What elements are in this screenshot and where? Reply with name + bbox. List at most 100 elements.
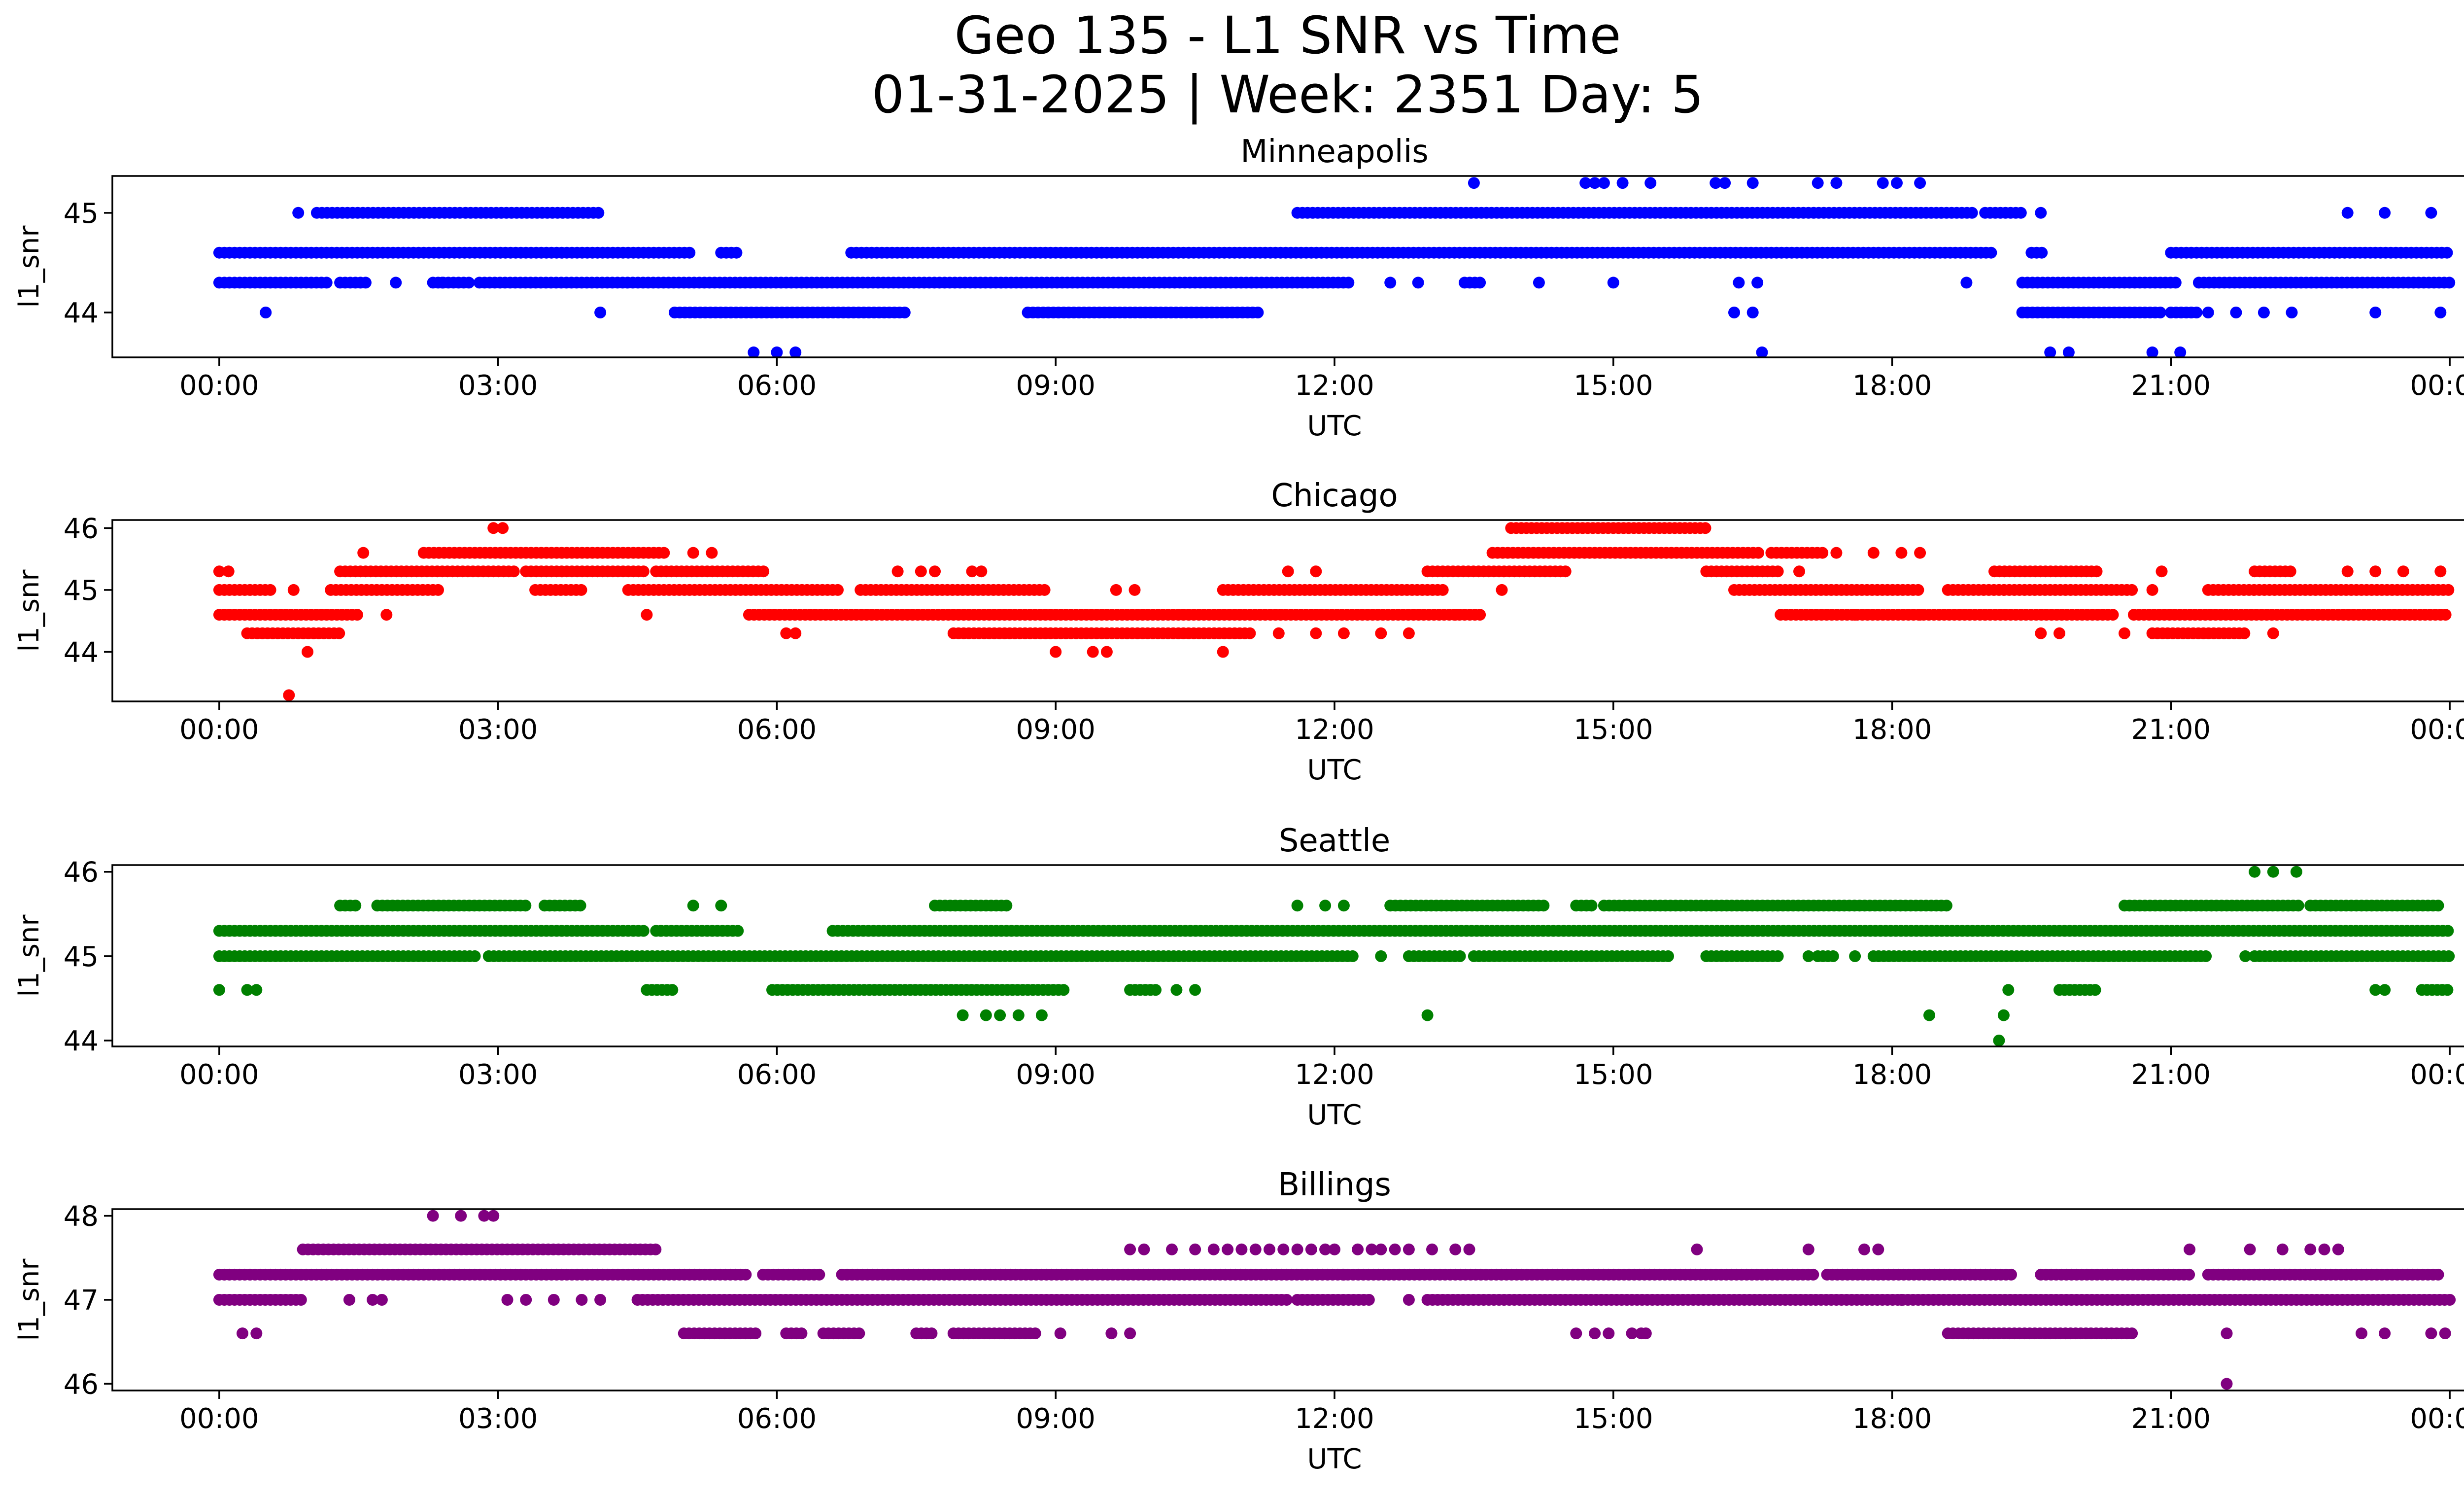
data-point — [222, 565, 235, 578]
data-point — [994, 1009, 1006, 1021]
y-axis-label: l1_snr — [13, 225, 45, 308]
data-point — [975, 565, 988, 578]
data-point — [2290, 866, 2302, 878]
data-point — [1110, 584, 1122, 596]
data-point — [1914, 609, 1926, 621]
x-tick-label: 03:00 — [458, 1059, 538, 1091]
data-point — [2432, 1268, 2444, 1281]
data-point — [957, 1009, 969, 1021]
data-point — [2146, 584, 2158, 596]
data-point — [367, 1294, 379, 1306]
data-point — [594, 307, 607, 318]
data-point — [1244, 627, 1256, 639]
y-tick-label: 46 — [64, 513, 99, 545]
data-point — [898, 307, 911, 318]
data-point — [1914, 547, 1926, 559]
data-point — [2379, 984, 2391, 996]
data-point — [250, 984, 263, 996]
data-point — [2036, 246, 2048, 259]
data-point — [1310, 627, 1322, 639]
data-point — [2304, 1243, 2317, 1255]
panel-seattle: Seattle 00:00 03:00 06:00 09:00 12:00 15:00 18:… — [13, 823, 2464, 1131]
data-point — [2238, 627, 2251, 639]
data-point — [2053, 627, 2065, 639]
data-point — [292, 207, 305, 219]
data-point — [455, 1210, 467, 1222]
data-point — [2443, 950, 2455, 962]
data-point — [376, 1294, 388, 1306]
x-tick-label: 03:00 — [458, 370, 538, 402]
data-point — [213, 565, 225, 578]
x-tick-label: 03:00 — [458, 1403, 538, 1435]
x-axis-label: UTC — [1307, 1443, 1362, 1475]
data-point — [2267, 627, 2279, 639]
data-point — [320, 277, 333, 289]
data-point — [757, 565, 770, 578]
data-point — [2441, 246, 2453, 259]
data-point — [2090, 565, 2103, 578]
y-tick-label: 45 — [64, 575, 99, 607]
data-point — [2035, 627, 2047, 639]
data-point — [1412, 277, 1424, 289]
data-point — [2434, 307, 2447, 318]
data-point — [1280, 1294, 1293, 1306]
data-point — [2439, 609, 2452, 621]
data-point — [2432, 900, 2444, 912]
data-point — [1252, 307, 1264, 318]
data-point — [1589, 177, 1601, 189]
data-point — [1849, 609, 1861, 621]
data-point — [1310, 565, 1322, 578]
data-point — [1912, 584, 1924, 596]
data-points-chicago — [213, 522, 2455, 701]
data-point — [1966, 207, 1978, 219]
x-tick-label: 00:00 — [2410, 370, 2464, 402]
data-point — [1985, 246, 1997, 259]
figure-title-line-2: 01-31-2025 | Week: 2351 Day: 5 — [872, 65, 1704, 125]
x-axis-label: UTC — [1307, 754, 1362, 786]
y-tick-label: 48 — [64, 1201, 99, 1233]
data-point — [1222, 1243, 1234, 1255]
data-point — [1249, 1243, 1262, 1255]
data-point — [1138, 1243, 1150, 1255]
data-point — [2286, 307, 2298, 318]
x-tick-label: 12:00 — [1295, 370, 1374, 402]
data-point — [1849, 950, 1861, 962]
data-point — [2444, 1294, 2456, 1306]
data-point — [1538, 900, 1550, 912]
data-point — [1733, 277, 1745, 289]
data-point — [1189, 984, 1201, 996]
data-point — [2341, 207, 2354, 219]
data-point — [1579, 177, 1592, 189]
data-points-seattle — [213, 866, 2455, 1046]
x-tick-label: 15:00 — [1574, 1059, 1653, 1091]
data-point — [732, 925, 744, 937]
data-point — [637, 565, 650, 578]
data-point — [2126, 584, 2138, 596]
data-point — [915, 565, 927, 578]
panels: Minneapolis 00:00 03:00 06:00 09:00 12:00 15:0… — [13, 134, 2464, 1475]
data-point — [2184, 1243, 2196, 1255]
data-point — [658, 547, 670, 559]
data-point — [1035, 1009, 1048, 1021]
data-point — [2244, 1243, 2256, 1255]
data-point — [357, 547, 370, 559]
data-point — [2119, 627, 2130, 639]
data-point — [487, 1210, 500, 1222]
data-point — [1719, 177, 1731, 189]
y-tick-label: 44 — [64, 1025, 99, 1057]
data-point — [715, 900, 727, 912]
data-point — [2107, 609, 2119, 621]
data-point — [1858, 1243, 1870, 1255]
data-point — [1872, 1243, 1884, 1255]
data-point — [1421, 1009, 1434, 1021]
x-tick-label: 09:00 — [1016, 714, 1095, 746]
data-point — [427, 1210, 439, 1222]
data-point — [2146, 346, 2158, 357]
data-point — [1264, 1243, 1275, 1255]
data-point — [2341, 565, 2354, 578]
data-point — [1329, 1243, 1340, 1255]
data-point — [592, 207, 605, 219]
data-point — [1170, 984, 1183, 996]
y-tick-label: 45 — [64, 941, 99, 973]
data-point — [1812, 177, 1824, 189]
